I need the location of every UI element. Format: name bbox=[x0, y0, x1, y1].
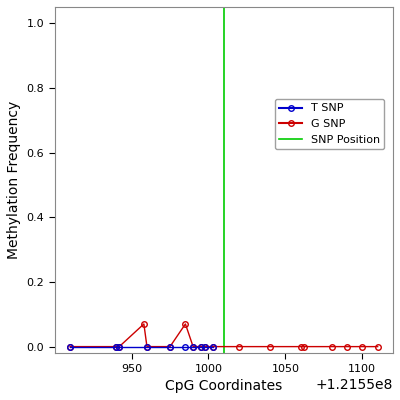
Y-axis label: Methylation Frequency: Methylation Frequency bbox=[7, 101, 21, 259]
X-axis label: CpG Coordinates: CpG Coordinates bbox=[165, 379, 282, 393]
Legend: T SNP, G SNP, SNP Position: T SNP, G SNP, SNP Position bbox=[275, 99, 384, 149]
